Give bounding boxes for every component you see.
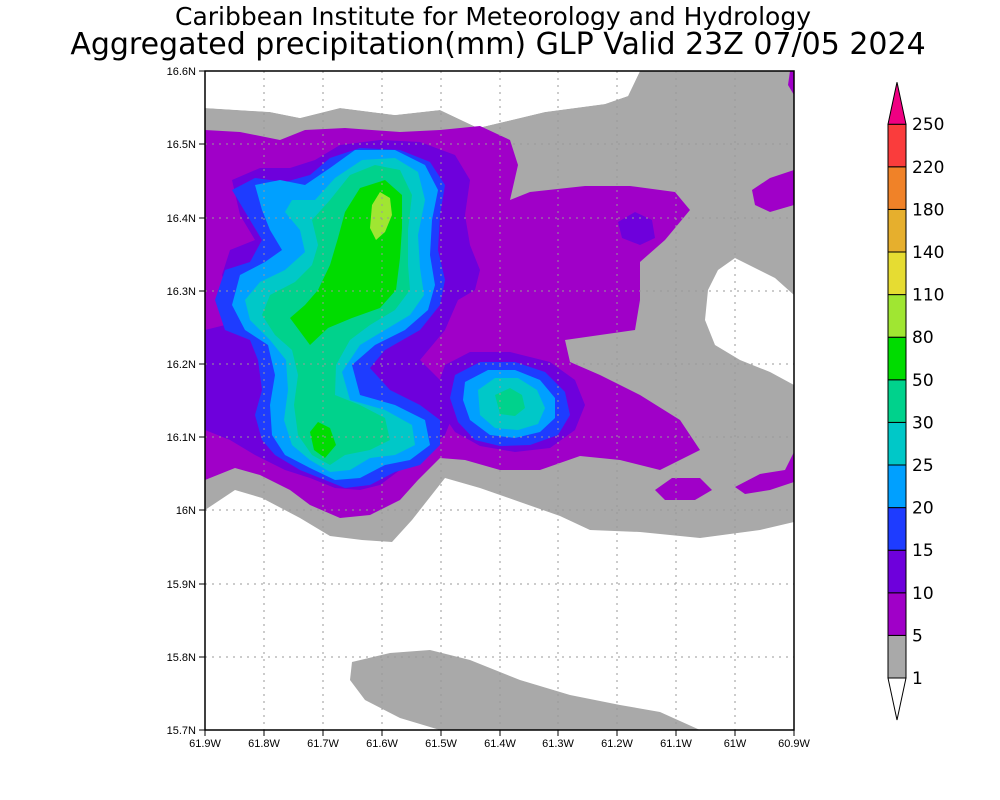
colorbar-label: 180 [912,200,944,220]
lon-label: 61.9W [189,738,221,750]
title-line-1: Caribbean Institute for Meteorology and … [175,2,811,31]
dry-area-east [705,258,794,385]
grid-lines [205,71,794,730]
title-line-2: Aggregated precipitation(mm) GLP Valid 2… [70,27,926,62]
colorbar-swatch [887,208,907,253]
colorbar-swatch [887,123,907,168]
lon-label: 60.9W [778,738,810,750]
lon-label: 61.5W [425,738,457,750]
contour-5mm-ne [752,170,794,212]
colorbar-label: 10 [912,584,934,604]
colorbar-swatch [887,464,907,509]
colorbar-swatch [887,294,907,338]
colorbar-label: 220 [912,158,944,178]
contour-30mm-east-blob [495,388,525,416]
lat-label: 15.8N [167,652,196,664]
contour-80mm-core [370,192,392,240]
colorbar-label: 30 [912,413,934,433]
colorbar-label: 140 [912,243,944,263]
lon-label: 61.3W [542,738,574,750]
longitude-labels: 61.9W 61.8W 61.7W 61.6W 61.5W 61.4W 61.3… [189,738,810,750]
lon-label: 61.2W [601,738,633,750]
colorbar-label: 50 [912,371,934,391]
contour-5mm-se2 [735,452,794,494]
lat-label: 16.1N [167,432,196,444]
lat-label: 16.5N [167,139,196,151]
tick-marks [199,70,795,736]
colorbar-label: 5 [912,626,923,646]
contour-10mm-small [618,212,655,245]
colorbar-label: 20 [912,499,934,519]
colorbar-label: 80 [912,328,934,348]
lon-label: 61.1W [660,738,692,750]
latitude-labels: 16.6N 16.5N 16.4N 16.3N 16.2N 16.1N 16N … [167,66,196,737]
precipitation-field [205,71,794,730]
contour-5mm-se1 [655,478,712,500]
colorbar-swatch [887,507,907,551]
lon-label: 61.6W [366,738,398,750]
dry-area-north [205,71,640,128]
lat-label: 16.4N [167,213,196,225]
colorbar-label: 25 [912,456,934,476]
colorbar-swatch [887,421,907,466]
lon-label: 61W [724,738,747,750]
colorbar-label: 1 [912,669,923,689]
colorbar-swatch [887,379,907,423]
contour-1mm-south [350,650,700,730]
lat-label: 16.3N [167,286,196,298]
colorbar-swatch [887,549,907,594]
colorbar-label: 15 [912,541,934,561]
lon-label: 61.4W [484,738,516,750]
lat-label: 16.2N [167,359,196,371]
lon-label: 61.8W [248,738,280,750]
lat-label: 16.6N [167,66,196,78]
lon-label: 61.7W [307,738,339,750]
lat-label: 15.9N [167,579,196,591]
colorbar-swatch [887,166,907,210]
contour-50mm-south [310,422,336,458]
colorbar-swatch [887,634,907,679]
colorbar-arrow-high [887,82,907,125]
colorbar-swatch [887,592,907,636]
colorbar-label: 250 [912,115,944,135]
contour-5mm-nw-corner [788,71,794,95]
lat-label: 15.7N [167,725,196,737]
colorbar-label: 110 [912,286,944,306]
colorbar-swatch [887,251,907,296]
lat-label: 16N [176,505,196,517]
colorbar-arrow-low [887,677,907,721]
colorbar-swatch [887,336,907,381]
